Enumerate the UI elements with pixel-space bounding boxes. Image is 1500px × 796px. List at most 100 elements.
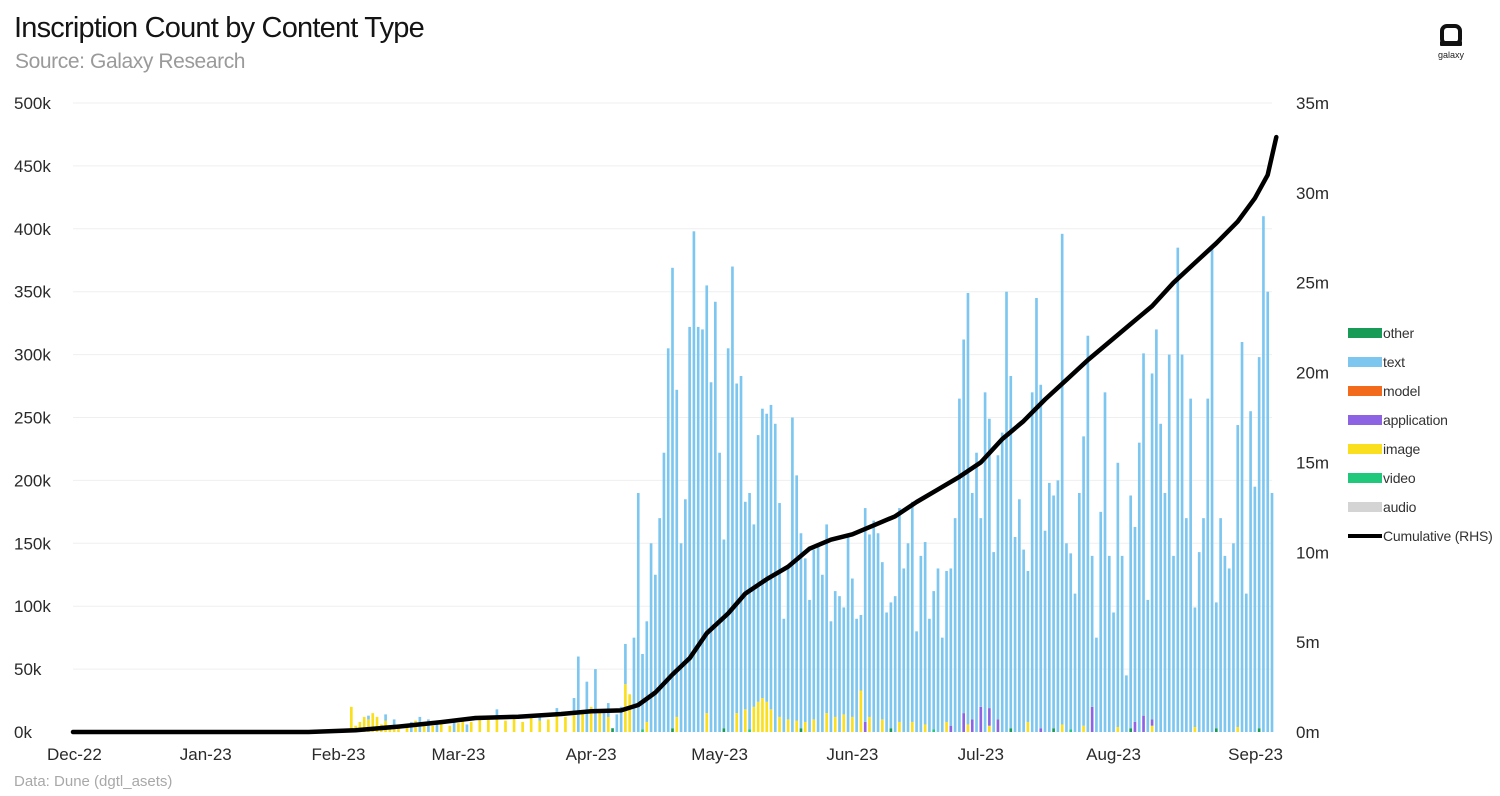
bar-image	[859, 690, 863, 732]
left-tick-label: 200k	[14, 471, 51, 490]
bar-text	[585, 681, 589, 732]
bar-text	[761, 408, 764, 699]
bar-image	[538, 720, 542, 732]
bar-text	[1137, 442, 1141, 732]
x-tick-label: Jan-23	[180, 745, 232, 764]
bar-text	[1206, 398, 1210, 732]
bar-text	[1009, 375, 1013, 729]
bar-text	[1167, 354, 1171, 732]
left-tick-label: 100k	[14, 597, 51, 616]
legend-item-audio: audio	[1348, 492, 1498, 521]
bar-application	[1039, 728, 1043, 732]
left-tick-label: 400k	[14, 220, 51, 239]
bar-image	[422, 723, 426, 732]
bar-image	[769, 709, 773, 732]
legend-label-video: video	[1383, 469, 1416, 486]
right-tick-label: 10m	[1296, 543, 1329, 562]
bar-text	[649, 543, 653, 732]
legend: other text model application image video…	[1348, 318, 1498, 550]
bar-text	[1202, 518, 1205, 732]
bar-image	[431, 725, 435, 732]
bar-image	[504, 720, 507, 732]
bar-text	[1120, 555, 1124, 732]
bar-text	[555, 708, 559, 715]
bar-text	[1240, 342, 1244, 732]
bar-text	[1197, 552, 1201, 732]
bar-image	[851, 716, 854, 732]
bar-text	[898, 508, 901, 722]
bar-text	[791, 417, 794, 732]
chart-subtitle: Source: Galaxy Research	[15, 50, 246, 73]
bar-text	[692, 231, 696, 732]
bar-text	[452, 719, 456, 732]
bar-text	[958, 398, 961, 732]
right-tick-label: 15m	[1296, 453, 1329, 472]
bar-application	[1090, 706, 1094, 732]
bar-text	[1018, 499, 1021, 732]
bar-image	[628, 694, 631, 732]
bar-image	[598, 709, 602, 732]
bar-text	[367, 715, 370, 720]
bar-application	[979, 706, 983, 732]
bar-text	[1236, 425, 1240, 727]
bar-text	[1176, 247, 1180, 733]
bar-image	[786, 719, 790, 732]
galaxy-logo: galaxy	[1430, 24, 1472, 70]
bar-text	[756, 435, 760, 702]
left-axis: 0k 50k 100k 150k 200k 250k 300k 350k 400k 450k 500…	[14, 94, 51, 742]
bar-text	[996, 455, 1000, 720]
bar-text	[1249, 411, 1252, 732]
bar-image	[397, 725, 400, 732]
bar-other	[1052, 728, 1055, 732]
bar-text	[1185, 518, 1188, 732]
bar-text	[1073, 593, 1077, 732]
bar-text	[1090, 555, 1094, 707]
bar-image	[512, 716, 516, 732]
x-tick-label: Apr-23	[566, 745, 617, 764]
bar-text	[919, 555, 923, 732]
right-axis: 0m 5m 10m 15m 20m 25m 30m 35m	[1296, 94, 1329, 742]
bar-text	[384, 714, 387, 721]
bar-text	[645, 621, 649, 722]
bar-text	[855, 618, 858, 732]
bar-image	[1060, 724, 1064, 732]
bar-text	[1219, 518, 1222, 732]
legend-item-cumulative: Cumulative (RHS)	[1348, 521, 1498, 550]
bar-text	[881, 562, 884, 720]
bar-text	[1159, 423, 1162, 732]
bar-text	[1086, 335, 1090, 732]
bar-text	[739, 375, 743, 732]
bar-text	[1215, 602, 1218, 729]
bar-text	[701, 329, 704, 732]
bar-text	[868, 534, 871, 717]
bar-text	[1048, 482, 1051, 732]
bar-image	[1026, 721, 1030, 732]
left-tick-label: 0k	[14, 723, 32, 742]
legend-label-model: model	[1383, 382, 1421, 399]
bar-text	[1142, 353, 1145, 716]
bar-text	[825, 524, 828, 714]
bar-image	[495, 715, 499, 732]
bar-text	[1232, 543, 1235, 732]
legend-swatch-text	[1348, 356, 1382, 367]
bar-text	[808, 599, 811, 732]
data-source-note: Data: Dune (dgtl_asets)	[14, 773, 173, 790]
bar-text	[743, 501, 747, 710]
bar-text	[975, 452, 978, 732]
legend-item-application: application	[1348, 405, 1498, 434]
bar-image	[487, 719, 490, 732]
bar-image	[765, 701, 769, 732]
left-tick-label: 150k	[14, 534, 51, 553]
bar-other	[1257, 728, 1261, 732]
bar-application	[996, 719, 1000, 732]
bar-text	[1107, 555, 1111, 732]
bar-text	[602, 713, 606, 732]
left-tick-label: 250k	[14, 409, 51, 428]
bar-image	[589, 706, 593, 732]
bar-text	[1077, 492, 1081, 732]
bar-image	[448, 725, 452, 732]
bar-text	[812, 549, 816, 720]
bar-text	[1150, 373, 1154, 720]
bar-video	[1069, 729, 1073, 732]
bar-text	[594, 669, 597, 732]
